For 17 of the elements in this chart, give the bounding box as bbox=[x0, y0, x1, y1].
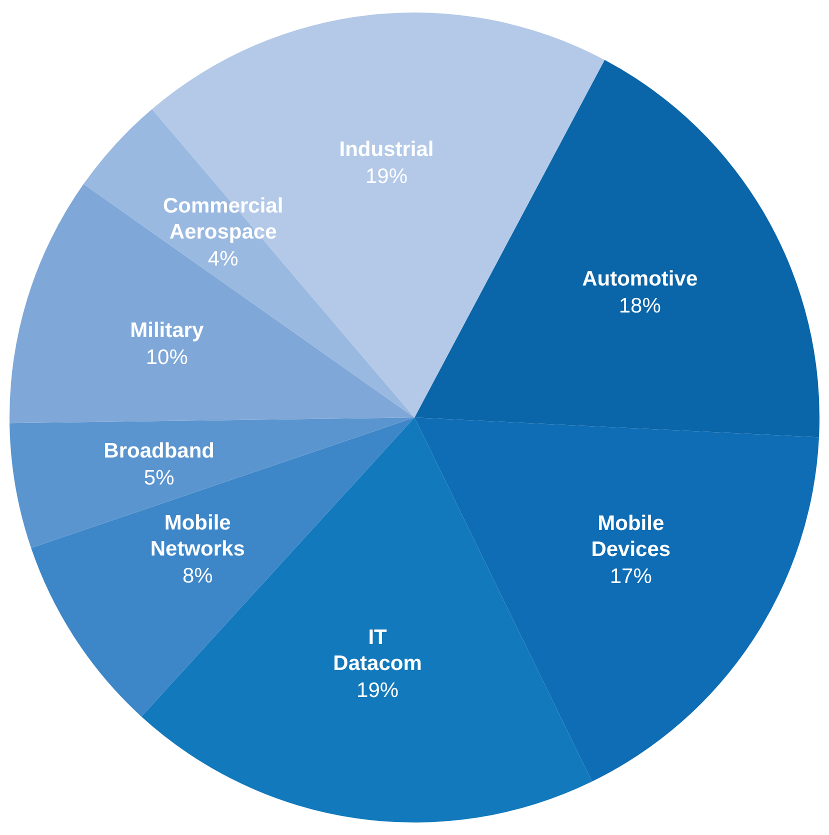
slice-label: Commercial Aerospace bbox=[162, 194, 284, 244]
pie-slice bbox=[10, 184, 414, 424]
data-label: 17% bbox=[610, 565, 652, 588]
data-label: 8% bbox=[182, 564, 213, 588]
data-label: 10% bbox=[146, 346, 188, 369]
slice-label: IT Datacom bbox=[333, 626, 422, 676]
slice-label: Industrial bbox=[339, 138, 434, 161]
slice-label: Mobile Networks bbox=[150, 511, 245, 560]
data-label: 5% bbox=[144, 466, 174, 490]
slice-label: Broadband bbox=[104, 440, 215, 463]
slice-label: Mobile Devices bbox=[591, 512, 671, 562]
data-label: 19% bbox=[365, 164, 408, 188]
data-label: 18% bbox=[618, 294, 661, 318]
data-label: 19% bbox=[356, 679, 399, 702]
slice-label: Military bbox=[130, 318, 204, 342]
slice-label: Automotive bbox=[582, 267, 698, 290]
data-label: 4% bbox=[208, 248, 238, 271]
